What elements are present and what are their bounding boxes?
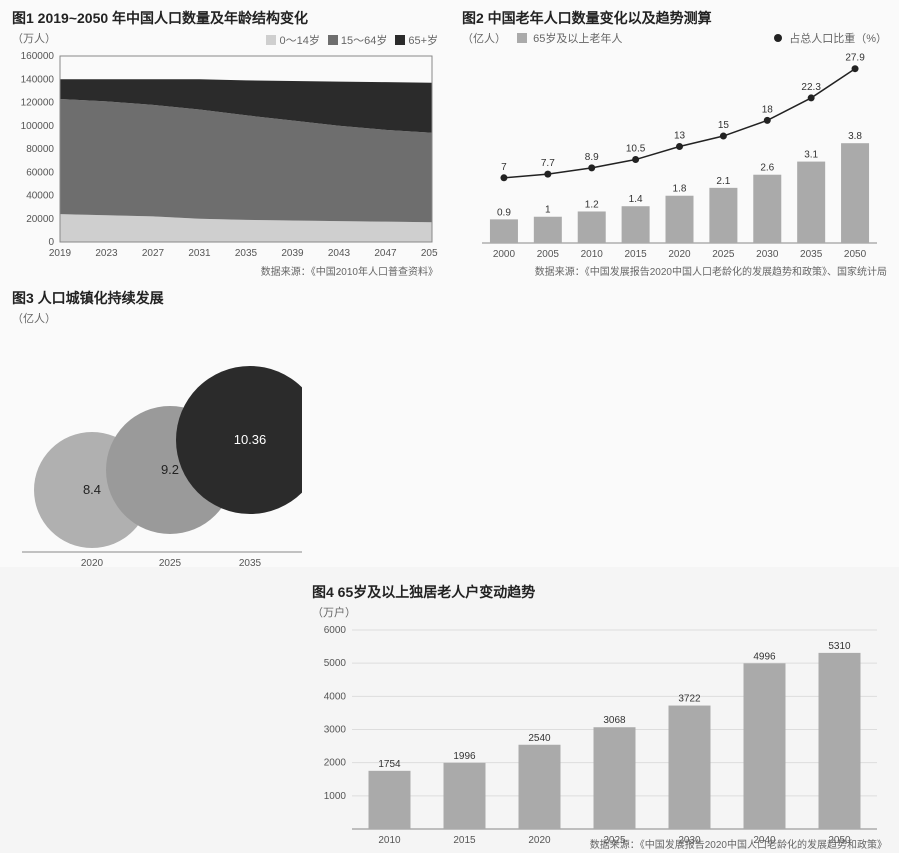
svg-text:2010: 2010 xyxy=(581,249,604,260)
chart2-title: 图2 中国老年人口数量变化以及趋势测算 xyxy=(462,8,887,28)
svg-text:9.2: 9.2 xyxy=(161,462,179,477)
svg-text:1.2: 1.2 xyxy=(585,199,599,210)
svg-text:140000: 140000 xyxy=(21,74,55,85)
svg-text:2035: 2035 xyxy=(800,249,823,260)
svg-text:2047: 2047 xyxy=(374,248,397,259)
svg-text:80000: 80000 xyxy=(26,144,54,155)
svg-text:22.3: 22.3 xyxy=(801,82,821,93)
chart2-panel: 图2 中国老年人口数量变化以及趋势测算 （亿人） 65岁及以上老年人 占总人口比… xyxy=(450,0,899,280)
svg-text:6000: 6000 xyxy=(324,625,347,636)
svg-text:2000: 2000 xyxy=(324,758,347,769)
svg-text:13: 13 xyxy=(674,130,686,141)
svg-text:20000: 20000 xyxy=(26,214,54,225)
svg-text:2031: 2031 xyxy=(188,248,211,259)
chart2-source: 数据来源：《中国发展报告2020中国人口老龄化的发展趋势和政策》、国家统计局 xyxy=(535,263,887,278)
chart2-svg: 0.9 2000 1 2005 1.2 2010 1.4 2015 1.8 2020 2.1 2025… xyxy=(462,48,887,263)
svg-text:2050: 2050 xyxy=(421,248,438,259)
svg-text:1754: 1754 xyxy=(378,759,401,770)
svg-text:2000: 2000 xyxy=(493,249,516,260)
svg-text:0.9: 0.9 xyxy=(497,207,511,218)
svg-text:2035: 2035 xyxy=(235,248,258,259)
chart4-title: 图4 65岁及以上独居老人户变动趋势 xyxy=(312,582,887,602)
svg-text:2050: 2050 xyxy=(844,249,867,260)
svg-text:2030: 2030 xyxy=(756,249,779,260)
chart2-bar-legend: 65岁及以上老年人 xyxy=(533,33,622,45)
svg-text:8.4: 8.4 xyxy=(83,482,101,497)
chart2-bar-unit: （亿人） xyxy=(462,33,506,45)
svg-text:2.1: 2.1 xyxy=(716,176,730,187)
svg-text:1.8: 1.8 xyxy=(673,184,687,195)
svg-text:2540: 2540 xyxy=(528,733,551,744)
svg-text:120000: 120000 xyxy=(21,98,55,109)
svg-text:2015: 2015 xyxy=(453,835,476,846)
svg-text:3722: 3722 xyxy=(678,694,701,705)
chart1-title: 图1 2019~2050 年中国人口数量及年龄结构变化 xyxy=(12,8,438,28)
svg-text:2005: 2005 xyxy=(537,249,560,260)
svg-text:15: 15 xyxy=(718,120,730,131)
svg-text:2015: 2015 xyxy=(624,249,647,260)
svg-text:5310: 5310 xyxy=(828,641,851,652)
svg-text:2035: 2035 xyxy=(239,558,262,569)
svg-text:2020: 2020 xyxy=(668,249,691,260)
swatch-icon xyxy=(266,35,276,45)
svg-text:2020: 2020 xyxy=(81,558,104,569)
chart3-title: 图3 人口城镇化持续发展 xyxy=(12,288,288,308)
swatch-icon xyxy=(395,35,405,45)
swatch-icon xyxy=(328,35,338,45)
chart3-unit: （亿人） xyxy=(12,310,288,326)
chart4-svg: 1000 2000 3000 4000 5000 6000 1754 2010 1996 2015… xyxy=(312,624,887,849)
chart2-legend: （亿人） 65岁及以上老年人 占总人口比重（%） xyxy=(462,30,887,46)
chart4-source: 数据来源：《中国发展报告2020中国人口老龄化的发展趋势和政策》 xyxy=(590,836,887,851)
svg-text:160000: 160000 xyxy=(21,52,55,62)
chart3-svg: 8.4 2020 9.2 2025 10.36 2035 xyxy=(12,330,302,570)
chart2-line-legend: 占总人口比重（%） xyxy=(789,33,887,45)
svg-text:1.4: 1.4 xyxy=(629,194,643,205)
svg-text:2023: 2023 xyxy=(95,248,118,259)
svg-text:100000: 100000 xyxy=(21,121,55,132)
chart1-legend: 0～14岁15～64岁65+岁 xyxy=(12,32,438,48)
svg-text:2.6: 2.6 xyxy=(760,163,774,174)
svg-text:27.9: 27.9 xyxy=(845,53,865,64)
svg-text:60000: 60000 xyxy=(26,167,54,178)
chart3-panel: 图3 人口城镇化持续发展 （亿人） 8.4 2020 9.2 2025 10.36 203… xyxy=(0,280,300,574)
dot-icon xyxy=(774,34,782,42)
dashboard: 图1 2019~2050 年中国人口数量及年龄结构变化 （万人） 0～14岁15… xyxy=(0,0,899,567)
svg-text:2019: 2019 xyxy=(49,248,72,259)
svg-text:2025: 2025 xyxy=(159,558,182,569)
svg-text:18: 18 xyxy=(762,104,774,115)
svg-text:1: 1 xyxy=(545,205,551,216)
svg-text:10.36: 10.36 xyxy=(234,432,267,447)
chart4-unit: （万户） xyxy=(312,604,887,620)
svg-text:7: 7 xyxy=(501,162,507,173)
svg-text:4996: 4996 xyxy=(753,651,776,662)
chart1-panel: 图1 2019~2050 年中国人口数量及年龄结构变化 （万人） 0～14岁15… xyxy=(0,0,450,280)
chart1-svg: 0 20000 40000 60000 80000 100000 120000 140000 1… xyxy=(12,52,438,262)
bottom-row: 图3 人口城镇化持续发展 （亿人） 8.4 2020 9.2 2025 10.36 203… xyxy=(0,280,899,567)
svg-text:3000: 3000 xyxy=(324,725,347,736)
swatch-icon xyxy=(517,33,527,43)
svg-text:2025: 2025 xyxy=(712,249,735,260)
svg-text:2043: 2043 xyxy=(328,248,351,259)
svg-text:2039: 2039 xyxy=(281,248,304,259)
svg-text:2027: 2027 xyxy=(142,248,165,259)
svg-text:5000: 5000 xyxy=(324,658,347,669)
svg-text:1000: 1000 xyxy=(324,791,347,802)
svg-text:2020: 2020 xyxy=(528,835,551,846)
svg-text:7.7: 7.7 xyxy=(541,158,555,169)
chart4-panel: 图4 65岁及以上独居老人户变动趋势 （万户） 1000 2000 3000 4000… xyxy=(300,574,899,853)
svg-text:4000: 4000 xyxy=(324,691,347,702)
svg-text:8.9: 8.9 xyxy=(585,152,599,163)
chart1-source: 数据来源：《中国2010年人口普查资料》 xyxy=(261,263,438,278)
svg-text:40000: 40000 xyxy=(26,191,54,202)
svg-text:3068: 3068 xyxy=(603,715,626,726)
svg-text:3.1: 3.1 xyxy=(804,150,818,161)
svg-text:1996: 1996 xyxy=(453,751,476,762)
svg-text:0: 0 xyxy=(48,237,54,248)
svg-text:10.5: 10.5 xyxy=(626,144,646,155)
svg-text:2010: 2010 xyxy=(378,835,401,846)
svg-text:3.8: 3.8 xyxy=(848,131,862,142)
